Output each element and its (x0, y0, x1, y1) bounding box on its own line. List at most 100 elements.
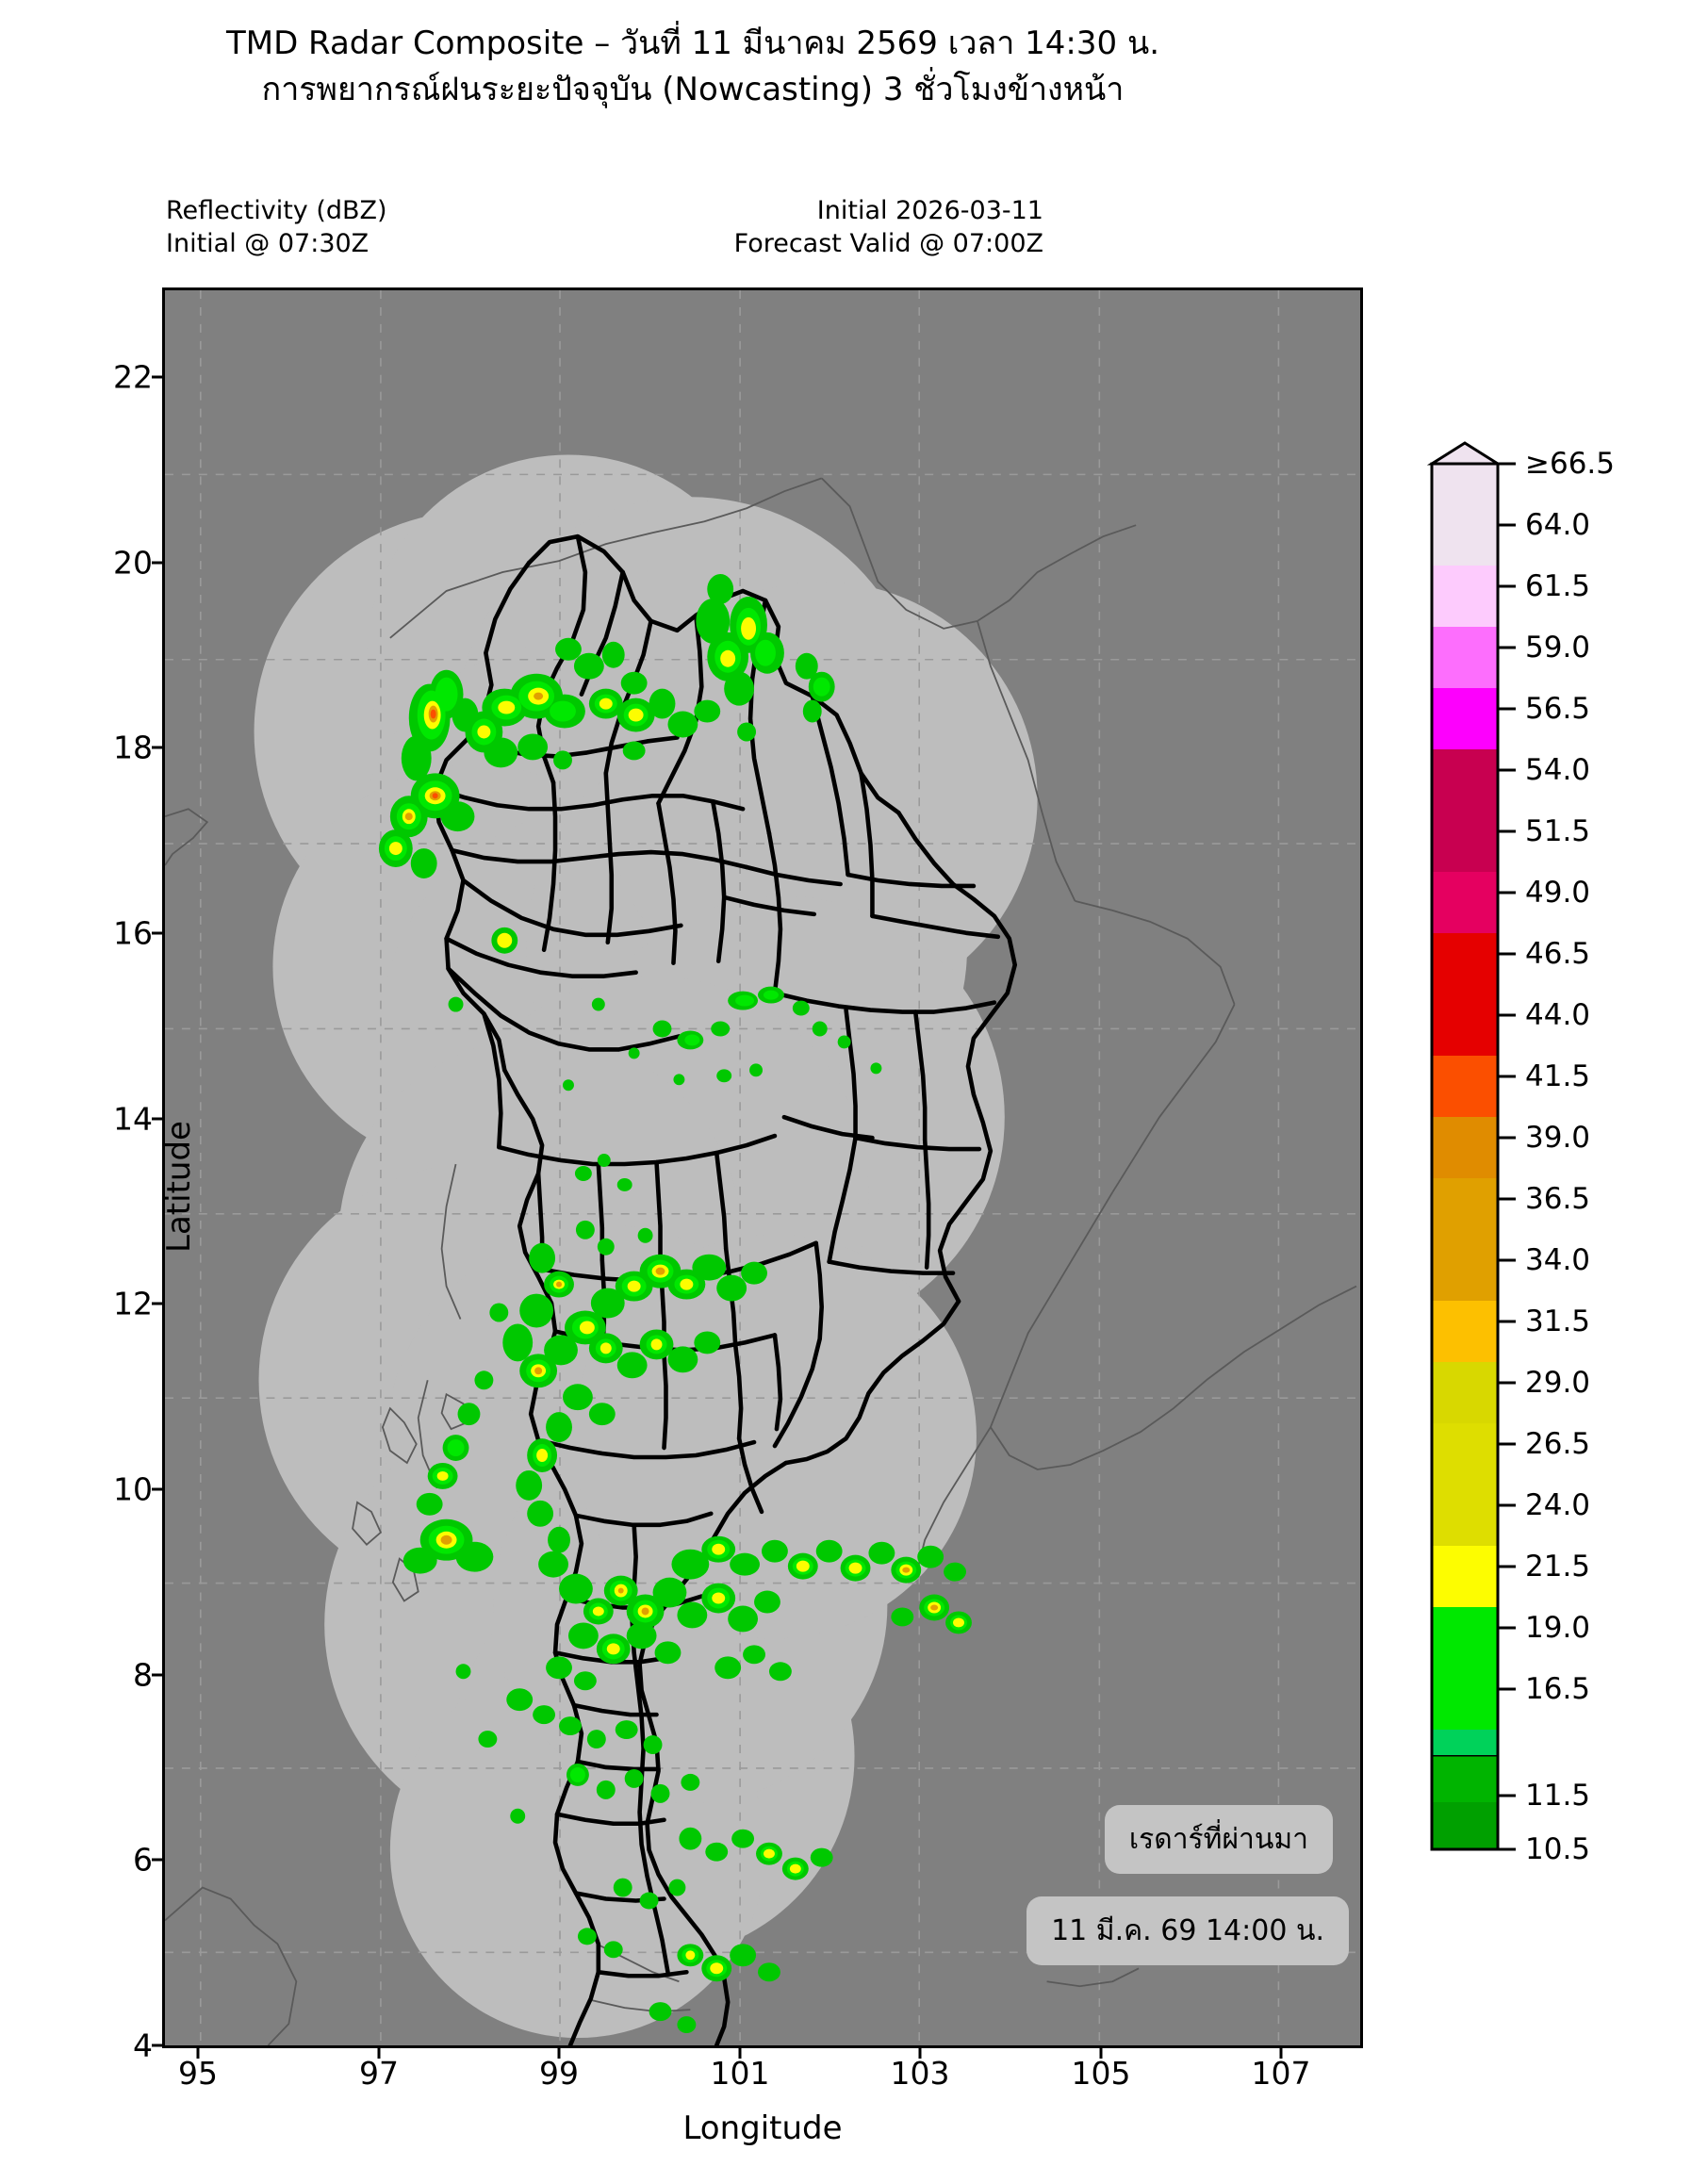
ytick-mark-4 (152, 2043, 162, 2047)
cbtick-mark-18 (1499, 1565, 1516, 1568)
cbtick-mark-2 (1499, 584, 1516, 588)
ytick-label-6: 6 (133, 1841, 153, 1879)
y-axis-label: Latitude (160, 1121, 198, 1253)
ytick-label-18: 18 (113, 729, 153, 766)
cbtick-mark-11 (1499, 1136, 1516, 1140)
radar-map-plot: เรดาร์ที่ผ่านมา 11 มี.ค. 69 14:00 น. (162, 287, 1363, 2048)
ytick-mark-22 (152, 375, 162, 379)
cbtick-label-14: 31.5 (1525, 1305, 1591, 1338)
cbtick-mark-5 (1499, 768, 1516, 772)
cbtick-mark-19 (1499, 1626, 1516, 1630)
ytick-mark-10 (152, 1487, 162, 1491)
cbtick-label-7: 49.0 (1525, 876, 1591, 910)
legend-box-timestamp: 11 มี.ค. 69 14:00 น. (1026, 1896, 1349, 1965)
ytick-label-20: 20 (113, 544, 153, 582)
cbtick-label-19: 19.0 (1525, 1611, 1591, 1645)
xtick-label-103: 103 (890, 2055, 950, 2092)
cbtick-label-2: 61.5 (1525, 569, 1591, 603)
ytick-mark-8 (152, 1673, 162, 1677)
cbtick-label-17: 24.0 (1525, 1488, 1591, 1522)
x-axis-label: Longitude (682, 2109, 843, 2147)
ytick-label-4: 4 (133, 2027, 153, 2064)
cbtick-mark-6 (1499, 829, 1516, 833)
ytick-label-16: 16 (113, 914, 153, 952)
cbtick-mark-13 (1499, 1258, 1516, 1262)
xtick-label-95: 95 (178, 2055, 218, 2092)
cbtick-label-21: 11.5 (1525, 1779, 1591, 1813)
cbtick-label-15: 29.0 (1525, 1366, 1591, 1400)
cbtick-mark-7 (1499, 891, 1516, 895)
ytick-label-12: 12 (113, 1285, 153, 1322)
cbtick-mark-4 (1499, 707, 1516, 711)
header-left-line-2: Initial @ 07:30Z (166, 228, 370, 258)
echo-cluster-northeast (448, 986, 882, 1191)
cbtick-label-22: 10.5 (1525, 1832, 1591, 1866)
cbtick-mark-17 (1499, 1503, 1516, 1507)
ytick-label-22: 22 (113, 358, 153, 396)
ytick-mark-18 (152, 746, 162, 749)
cbtick-mark-9 (1499, 1013, 1516, 1017)
cbtick-mark-20 (1499, 1687, 1516, 1691)
cbtick-label-10: 41.5 (1525, 1059, 1591, 1093)
cbtick-label-4: 56.5 (1525, 692, 1591, 726)
cbtick-label-18: 21.5 (1525, 1550, 1591, 1584)
cbtick-mark-3 (1499, 646, 1516, 649)
cbtick-mark-0 (1499, 462, 1516, 466)
cbtick-label-9: 44.0 (1525, 998, 1591, 1032)
title-line-1: TMD Radar Composite – วันที่ 11 มีนาคม 2… (225, 25, 1160, 62)
xtick-mark-103 (918, 2048, 922, 2059)
chart-title-block: TMD Radar Composite – วันที่ 11 มีนาคม 2… (0, 21, 1386, 114)
cbtick-label-6: 51.5 (1525, 814, 1591, 848)
cbtick-mark-10 (1499, 1075, 1516, 1078)
header-right-line-1: Initial 2026-03-11 (816, 196, 1043, 225)
cbtick-label-16: 26.5 (1525, 1427, 1591, 1461)
xtick-mark-97 (377, 2048, 381, 2059)
xtick-mark-101 (738, 2048, 742, 2059)
cbtick-label-13: 34.0 (1525, 1243, 1591, 1277)
cbtick-label-3: 59.0 (1525, 631, 1591, 665)
cbtick-mark-8 (1499, 952, 1516, 956)
cbtick-mark-14 (1499, 1320, 1516, 1323)
xtick-label-107: 107 (1251, 2055, 1311, 2092)
cbtick-label-12: 36.5 (1525, 1182, 1591, 1216)
ytick-mark-12 (152, 1302, 162, 1305)
cbtick-mark-21 (1499, 1794, 1516, 1797)
xtick-label-101: 101 (710, 2055, 770, 2092)
cbtick-mark-16 (1499, 1442, 1516, 1446)
ytick-label-10: 10 (113, 1470, 153, 1508)
cbtick-mark-15 (1499, 1381, 1516, 1385)
cbtick-label-5: 54.0 (1525, 753, 1591, 787)
ytick-mark-14 (152, 1117, 162, 1121)
ytick-label-8: 8 (133, 1656, 153, 1694)
header-right: Initial 2026-03-11 Forecast Valid @ 07:0… (734, 195, 1043, 260)
cbtick-label-0: ≥66.5 (1525, 447, 1615, 481)
xtick-label-105: 105 (1071, 2055, 1131, 2092)
cbtick-label-11: 39.0 (1525, 1121, 1591, 1155)
header-left-line-1: Reflectivity (dBZ) (166, 196, 387, 225)
radar-map-svg (165, 290, 1360, 2045)
ytick-mark-16 (152, 931, 162, 935)
xtick-mark-107 (1279, 2048, 1283, 2059)
echo-cluster-south (402, 1518, 972, 2034)
cbtick-label-1: 64.0 (1525, 508, 1591, 542)
echo-cluster-andaman (416, 1220, 767, 1553)
cbtick-label-20: 16.5 (1525, 1672, 1591, 1706)
radar-echo-field (378, 574, 972, 2034)
header-right-line-2: Forecast Valid @ 07:00Z (733, 228, 1043, 258)
xtick-mark-105 (1099, 2048, 1103, 2059)
map-gridlines (165, 290, 1360, 2045)
cbtick-mark-12 (1499, 1197, 1516, 1201)
xtick-mark-99 (557, 2048, 561, 2059)
cbtick-label-8: 46.5 (1525, 937, 1591, 971)
xtick-label-99: 99 (539, 2055, 579, 2092)
legend-box-past-radar: เรดาร์ที่ผ่านมา (1104, 1805, 1333, 1874)
ytick-label-14: 14 (113, 1100, 153, 1138)
xtick-mark-95 (196, 2048, 200, 2059)
header-left: Reflectivity (dBZ) Initial @ 07:30Z (166, 195, 387, 260)
cbtick-mark-22 (1499, 1847, 1516, 1851)
ytick-mark-6 (152, 1858, 162, 1862)
ytick-mark-20 (152, 561, 162, 565)
xtick-label-97: 97 (359, 2055, 399, 2092)
echo-cluster-northwest (378, 574, 835, 954)
title-line-2: การพยากรณ์ฝนระยะปัจจุบัน (Nowcasting) 3 … (261, 71, 1125, 109)
